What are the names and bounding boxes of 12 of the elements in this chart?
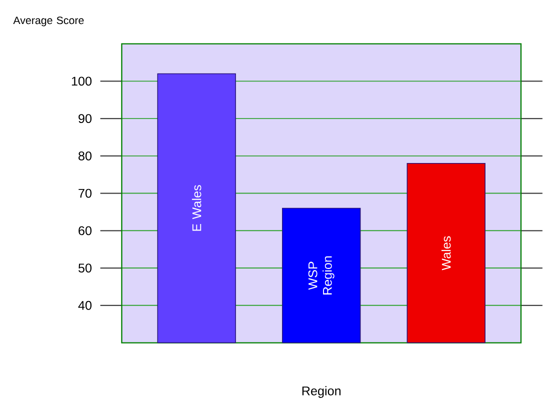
y-axis-title: Average Score bbox=[13, 16, 84, 26]
y-tick-label: 60 bbox=[78, 226, 92, 236]
x-tick-label: E Wales bbox=[192, 185, 202, 231]
y-tick-label: 100 bbox=[72, 76, 92, 86]
y-tick-label: 80 bbox=[78, 151, 92, 160]
y-tick-label: 90 bbox=[78, 114, 92, 123]
x-axis-title: Region bbox=[302, 386, 341, 398]
x-tick-label: Wales bbox=[441, 236, 451, 270]
x-tick-label: WSP Region bbox=[308, 256, 334, 294]
y-tick-label: 70 bbox=[78, 188, 92, 198]
y-tick-label: 50 bbox=[78, 264, 92, 272]
y-tick-label: 40 bbox=[78, 300, 92, 310]
